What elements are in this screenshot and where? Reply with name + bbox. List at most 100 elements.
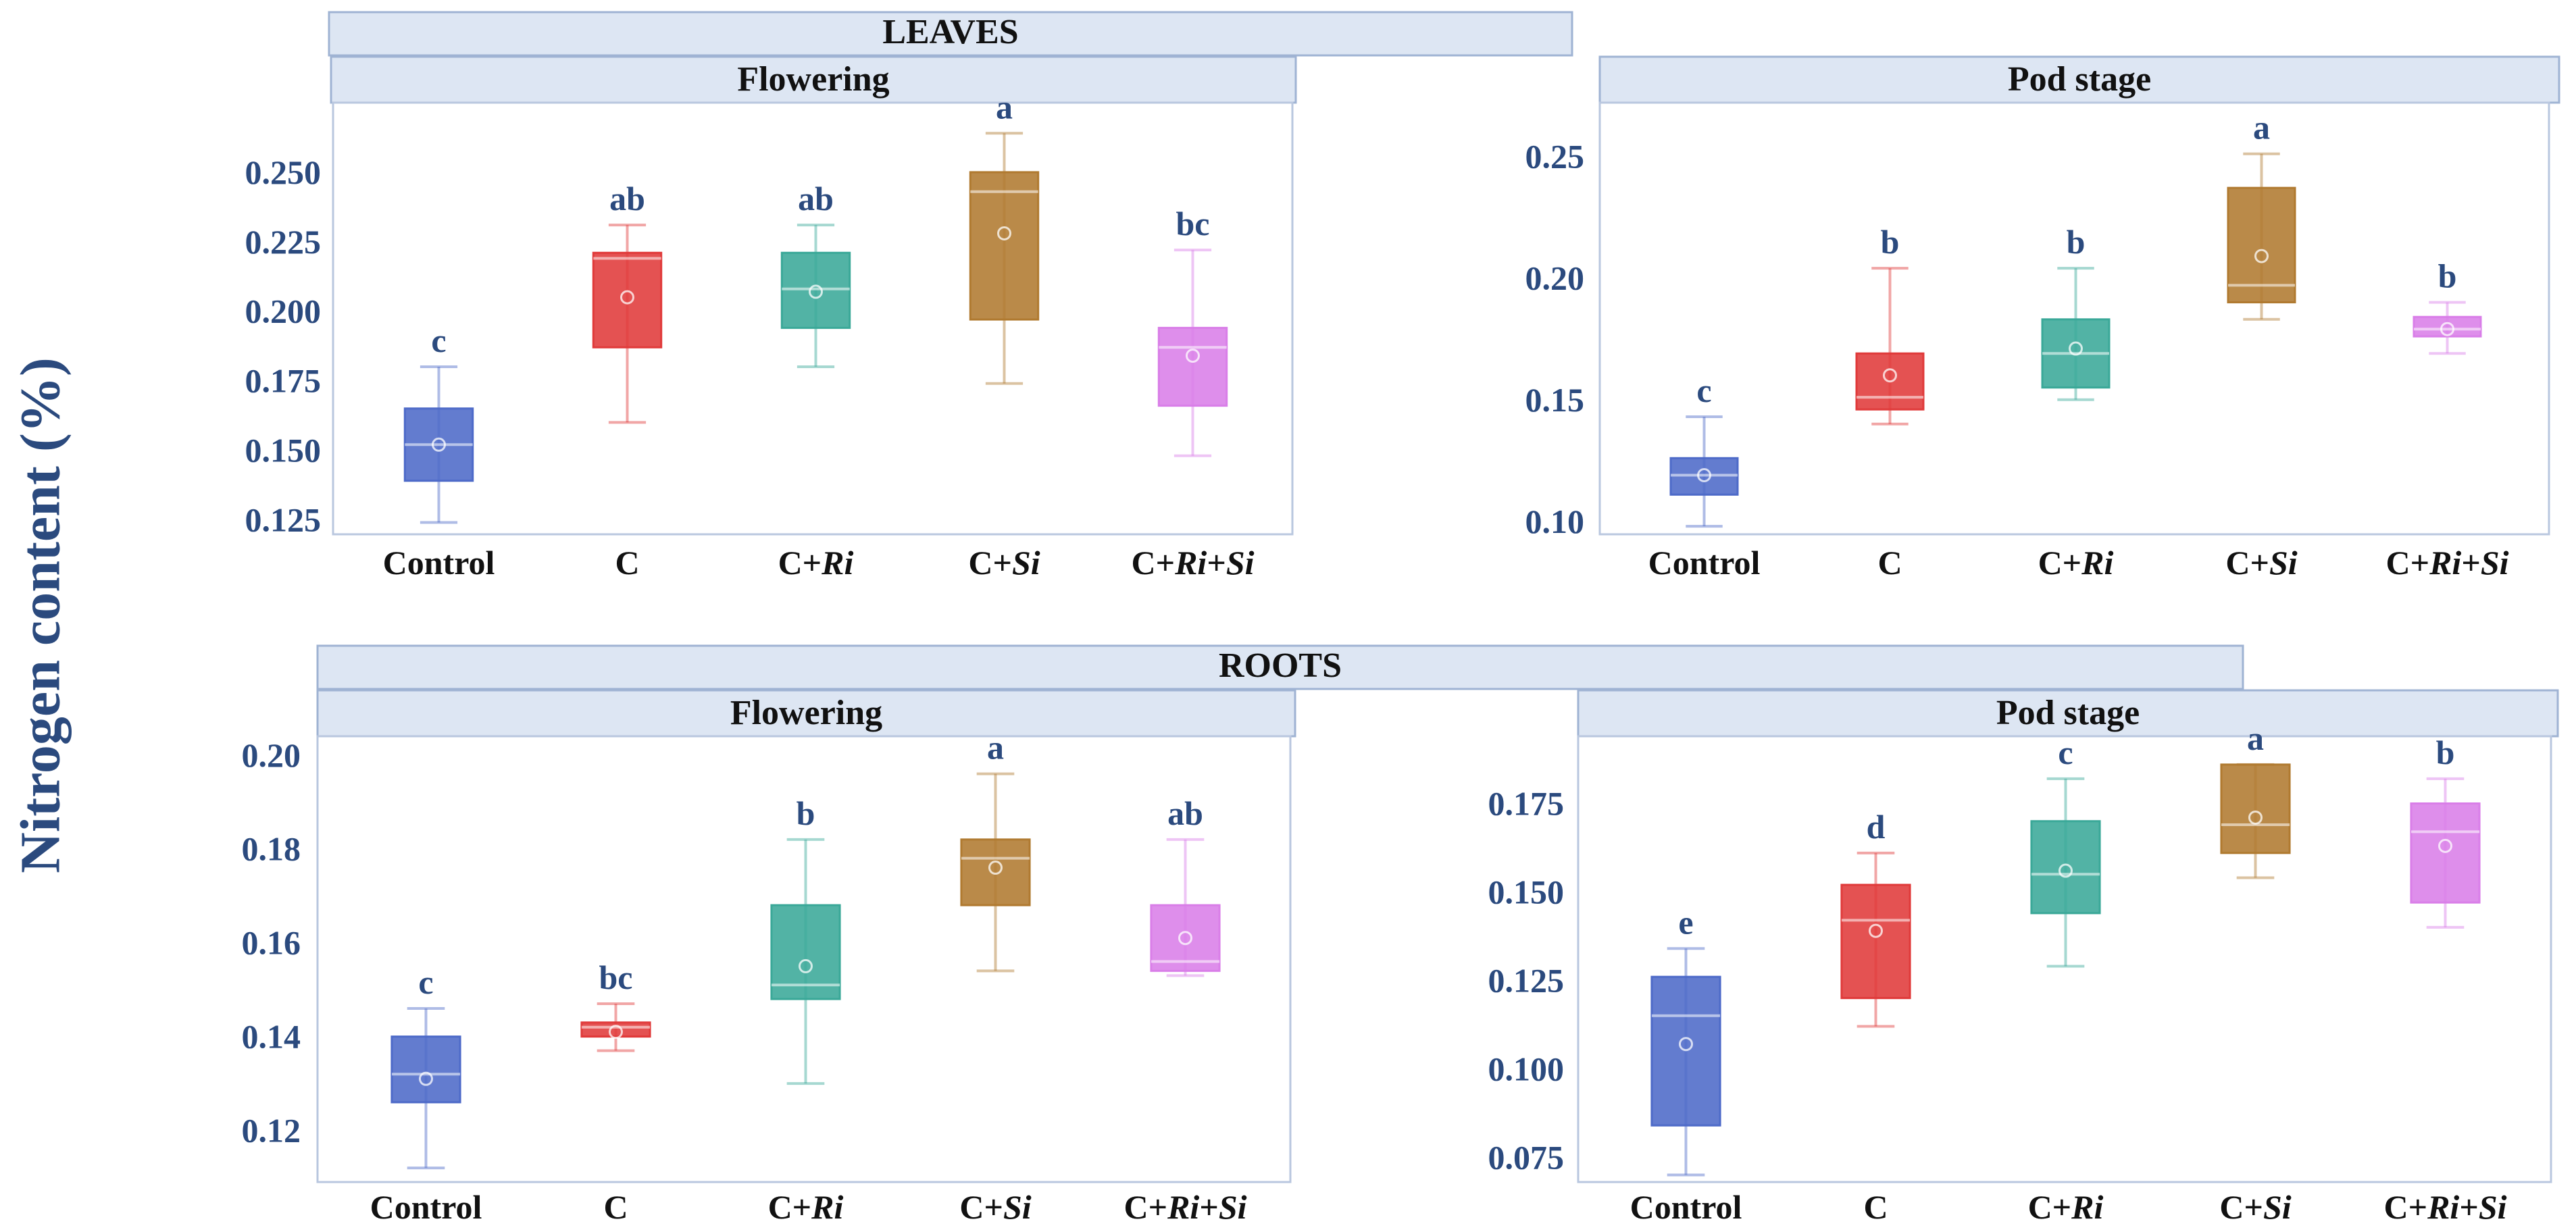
panel-title: Flowering [737, 60, 889, 99]
y-tick-label: 0.15 [1525, 381, 1585, 419]
iqr-box [1840, 883, 1911, 1000]
significance-letter: a [2247, 719, 2264, 757]
box-control: c Control [370, 963, 482, 1226]
mean-marker [2254, 249, 2269, 263]
y-tick-label: 0.200 [245, 292, 322, 330]
x-tick-label: C+Ri+Si [1131, 544, 1254, 582]
box-control: c Control [383, 322, 495, 582]
y-tick-label: 0.14 [242, 1018, 301, 1056]
x-tick-label: C+Ri+Si [1123, 1188, 1246, 1226]
panel-title: Flowering [730, 694, 882, 732]
box-c: bC [1855, 223, 1925, 582]
significance-letter: d [1867, 808, 1886, 846]
x-tick-label: C+Si [2225, 544, 2297, 582]
box-c-si: a C+Si [959, 729, 1031, 1226]
box-c: ab C [592, 180, 663, 582]
significance-letter: b [2438, 257, 2457, 295]
y-tick-label: 0.20 [1525, 259, 1585, 297]
mean-marker [1883, 368, 1897, 383]
group-title-leaves: LEAVES [882, 13, 1018, 51]
mean-marker [419, 1071, 433, 1086]
mean-marker [1178, 931, 1192, 946]
iqr-box [390, 1035, 461, 1104]
x-tick-label: C+Si [968, 544, 1040, 582]
box-c-ri-si: b C+Ri+Si [2383, 734, 2506, 1226]
x-tick-label: Control [370, 1188, 482, 1226]
panel-header [1577, 689, 2559, 738]
mean-marker [2438, 838, 2452, 853]
y-tick-label: 0.150 [1488, 873, 1565, 911]
significance-letter: bc [599, 958, 633, 996]
box-c-ri-si: bc C+Ri+Si [1131, 205, 1254, 582]
mean-marker [609, 1025, 623, 1040]
mean-marker [1679, 1037, 1693, 1052]
iqr-box [2030, 820, 2101, 915]
box-c-ri-si: b C+Ri+Si [2385, 257, 2508, 582]
significance-letter: c [418, 963, 433, 1001]
x-tick-label: C+Ri+Si [2383, 1188, 2506, 1226]
y-tick-label: 0.175 [245, 362, 322, 400]
iqr-box [1150, 904, 1221, 972]
iqr-box [969, 171, 1040, 321]
mean-marker [809, 284, 823, 299]
significance-letter: e [1678, 903, 1693, 941]
significance-letter: c [2058, 734, 2073, 771]
significance-letter: a [2253, 109, 2270, 147]
x-tick-label: C+Ri [778, 544, 854, 582]
y-tick-label: 0.125 [1488, 961, 1565, 999]
mean-marker [988, 861, 1003, 875]
mean-marker [2069, 341, 2083, 356]
panel-title: Pod stage [1996, 694, 2140, 732]
panel-3: Pod stage 0.075 0.100 0.125 0.150 0.175 e Contr… [1488, 689, 2559, 1226]
x-tick-label: C [615, 544, 639, 582]
y-tick-label: 0.250 [245, 153, 322, 191]
panel-2: Flowering 0.12 0.14 0.16 0.18 0.20 c Control bc C… [242, 689, 1296, 1226]
box-c-ri: ab C+Ri [778, 180, 854, 582]
x-tick-label: C+Ri [768, 1188, 844, 1226]
x-tick-label: Control [1648, 544, 1761, 582]
y-tick-label: 0.075 [1488, 1138, 1565, 1176]
box-c-si: a C+Si [2219, 719, 2291, 1226]
box-control: e Control [1630, 903, 1742, 1226]
box-c-ri: b C+Ri [2038, 223, 2114, 582]
significance-letter: bc [1176, 205, 1210, 242]
group-title-roots: ROOTS [1219, 646, 1342, 685]
iqr-box [1157, 326, 1228, 407]
iqr-box [2220, 763, 2291, 854]
significance-letter: ab [798, 180, 834, 217]
x-tick-label: Control [383, 544, 495, 582]
mean-marker [799, 958, 813, 973]
mean-marker [2440, 322, 2454, 336]
significance-letter: b [797, 794, 815, 832]
significance-letter: ab [1167, 794, 1203, 832]
x-tick-label: C+Si [2219, 1188, 2291, 1226]
plot-frame [1577, 735, 2552, 1183]
box-c: bc C [580, 958, 651, 1226]
y-tick-label: 0.10 [1525, 503, 1585, 540]
y-tick-label: 0.12 [242, 1112, 301, 1150]
iqr-box [780, 251, 851, 329]
y-tick-label: 0.20 [242, 736, 301, 774]
iqr-box [770, 904, 841, 1000]
significance-letter: b [1881, 223, 1900, 261]
significance-letter: b [2067, 223, 2086, 261]
significance-letter: c [1696, 371, 1711, 409]
iqr-box [960, 838, 1031, 906]
x-tick-label: C+Ri [2028, 1188, 2104, 1226]
panel-header [1598, 55, 2560, 104]
panel-0: Flowering 0.125 0.150 0.175 0.200 0.225 0.250 c… [245, 55, 1297, 582]
y-tick-label: 0.225 [245, 223, 322, 261]
y-tick-label: 0.175 [1488, 785, 1565, 823]
box-c-si: a C+Si [968, 88, 1040, 582]
x-tick-label: C+Si [959, 1188, 1031, 1226]
significance-letter: c [431, 322, 446, 359]
panel-title: Pod stage [2008, 60, 2151, 99]
y-tick-label: 0.18 [242, 830, 301, 868]
panel-1: Pod stage0.100.150.200.25cControlbCbC+Ri… [1525, 55, 2560, 582]
mean-marker [1697, 467, 1711, 482]
box-c-ri-si: ab C+Ri+Si [1123, 794, 1246, 1226]
box-c-ri: c C+Ri [2028, 734, 2104, 1226]
x-tick-label: C+Ri+Si [2385, 544, 2508, 582]
x-tick-label: C [603, 1188, 628, 1226]
